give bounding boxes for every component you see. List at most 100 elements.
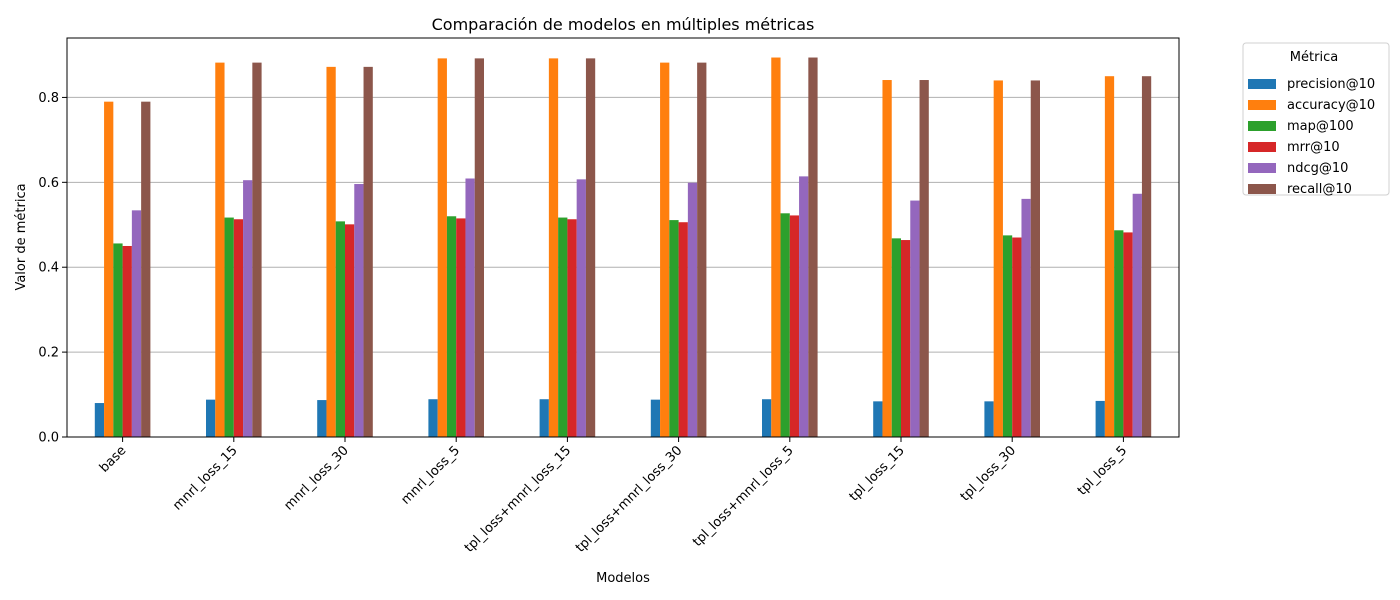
y-tick-label: 0.2 bbox=[38, 346, 59, 361]
legend-label: ndcg@10 bbox=[1287, 161, 1348, 176]
x-tick-label: mnrl_loss_30 bbox=[281, 443, 351, 513]
x-axis-label: Modelos bbox=[596, 571, 650, 586]
legend: Métrica precision@10 accuracy@10 map@100 mr… bbox=[1242, 42, 1390, 197]
bar-ndcg@10 bbox=[354, 184, 364, 437]
bar-ndcg@10 bbox=[910, 200, 920, 437]
bar-mrr@10 bbox=[567, 219, 577, 437]
bar-mrr@10 bbox=[789, 215, 800, 437]
bar-recall@10 bbox=[808, 57, 818, 437]
bar-accuracy@10 bbox=[326, 66, 336, 437]
x-tick-label: mnrl_loss_5 bbox=[399, 443, 464, 508]
bar-map@100 bbox=[446, 216, 457, 437]
x-tick-label: mnrl_loss_15 bbox=[170, 443, 240, 513]
bar-recall@10 bbox=[474, 58, 484, 437]
bar-ndcg@10 bbox=[576, 179, 586, 437]
bar-recall@10 bbox=[697, 62, 707, 438]
legend-swatch bbox=[1248, 163, 1276, 173]
x-tick-label: tpl_loss_5 bbox=[1075, 443, 1130, 498]
bar-map@100 bbox=[1002, 235, 1013, 437]
bar-ndcg@10 bbox=[687, 182, 698, 437]
bar-precision@10 bbox=[1095, 400, 1105, 437]
bar-ndcg@10 bbox=[1132, 193, 1142, 437]
bar-recall@10 bbox=[363, 66, 373, 437]
legend-swatch bbox=[1248, 79, 1276, 89]
y-axis-label: Valor de métrica bbox=[14, 183, 29, 290]
bar-mrr@10 bbox=[122, 245, 132, 437]
legend-swatch bbox=[1248, 184, 1276, 194]
bar-map@100 bbox=[335, 221, 345, 437]
bar-ndcg@10 bbox=[799, 176, 809, 438]
bars-group bbox=[94, 57, 1152, 438]
y-axis: 0.0 0.2 0.4 0.6 0.8 bbox=[38, 91, 67, 446]
legend-item: precision@10 bbox=[1248, 77, 1375, 92]
y-tick-label: 0.8 bbox=[38, 91, 59, 106]
bar-precision@10 bbox=[317, 400, 327, 437]
bar-accuracy@10 bbox=[548, 58, 559, 437]
bar-map@100 bbox=[780, 213, 790, 437]
bar-mrr@10 bbox=[1012, 237, 1022, 437]
y-tick-label: 0.0 bbox=[38, 431, 59, 446]
bar-precision@10 bbox=[539, 399, 549, 437]
legend-title: Métrica bbox=[1290, 50, 1338, 65]
legend-item: accuracy@10 bbox=[1248, 98, 1375, 113]
bar-precision@10 bbox=[873, 401, 883, 437]
bar-precision@10 bbox=[94, 403, 105, 437]
bar-map@100 bbox=[224, 217, 234, 437]
bar-precision@10 bbox=[984, 401, 994, 437]
bar-map@100 bbox=[669, 220, 679, 437]
bar-recall@10 bbox=[141, 101, 151, 437]
bar-recall@10 bbox=[1141, 76, 1152, 438]
bar-map@100 bbox=[891, 238, 901, 437]
bar-accuracy@10 bbox=[1104, 76, 1115, 438]
bar-mrr@10 bbox=[345, 224, 355, 437]
bar-ndcg@10 bbox=[243, 180, 253, 437]
legend-swatch bbox=[1248, 100, 1276, 110]
bar-accuracy@10 bbox=[104, 101, 114, 437]
chart-title: Comparación de modelos en múltiples métr… bbox=[432, 15, 815, 34]
legend-label: recall@10 bbox=[1287, 182, 1352, 197]
y-tick-label: 0.4 bbox=[38, 261, 59, 276]
bar-map@100 bbox=[558, 217, 568, 437]
plot-frame bbox=[66, 37, 1180, 438]
bar-accuracy@10 bbox=[771, 57, 781, 437]
legend-frame bbox=[1242, 42, 1390, 196]
bar-precision@10 bbox=[762, 399, 772, 437]
bar-accuracy@10 bbox=[215, 62, 225, 438]
bar-recall@10 bbox=[1030, 80, 1040, 437]
x-tick-label: tpl_loss+mnrl_loss_5 bbox=[690, 443, 797, 550]
y-tick-label: 0.6 bbox=[38, 176, 59, 191]
bar-ndcg@10 bbox=[465, 178, 475, 437]
x-tick-label: tpl_loss_15 bbox=[847, 443, 908, 504]
bar-accuracy@10 bbox=[993, 80, 1003, 437]
bar-mrr@10 bbox=[233, 219, 244, 437]
bar-ndcg@10 bbox=[131, 210, 142, 437]
x-tick-label: tpl_loss+mnrl_loss_15 bbox=[462, 443, 574, 555]
bar-map@100 bbox=[113, 243, 123, 437]
legend-label: mrr@10 bbox=[1287, 140, 1340, 155]
legend-label: accuracy@10 bbox=[1287, 98, 1375, 113]
bar-mrr@10 bbox=[456, 218, 466, 437]
legend-label: precision@10 bbox=[1287, 77, 1375, 92]
legend-item: ndcg@10 bbox=[1248, 161, 1348, 176]
bar-recall@10 bbox=[252, 62, 262, 438]
x-tick-label: base bbox=[97, 443, 130, 476]
x-tick-label: tpl_loss_30 bbox=[958, 443, 1019, 504]
bar-mrr@10 bbox=[678, 222, 688, 437]
legend-item: map@100 bbox=[1248, 119, 1354, 134]
bar-accuracy@10 bbox=[437, 58, 447, 437]
bar-mrr@10 bbox=[1123, 232, 1133, 437]
bar-recall@10 bbox=[919, 80, 929, 437]
bar-precision@10 bbox=[428, 399, 438, 437]
bar-mrr@10 bbox=[901, 240, 911, 437]
legend-swatch bbox=[1248, 142, 1276, 152]
bar-precision@10 bbox=[650, 399, 661, 437]
bar-accuracy@10 bbox=[660, 62, 670, 438]
x-tick-label: tpl_loss+mnrl_loss_30 bbox=[573, 443, 685, 555]
legend-item: recall@10 bbox=[1248, 182, 1352, 197]
legend-swatch bbox=[1248, 121, 1276, 131]
bar-precision@10 bbox=[206, 399, 216, 437]
legend-item: mrr@10 bbox=[1248, 140, 1340, 155]
bar-map@100 bbox=[1114, 230, 1124, 437]
x-axis: base mnrl_loss_15 mnrl_loss_30 mnrl_loss_5t… bbox=[97, 437, 1130, 556]
